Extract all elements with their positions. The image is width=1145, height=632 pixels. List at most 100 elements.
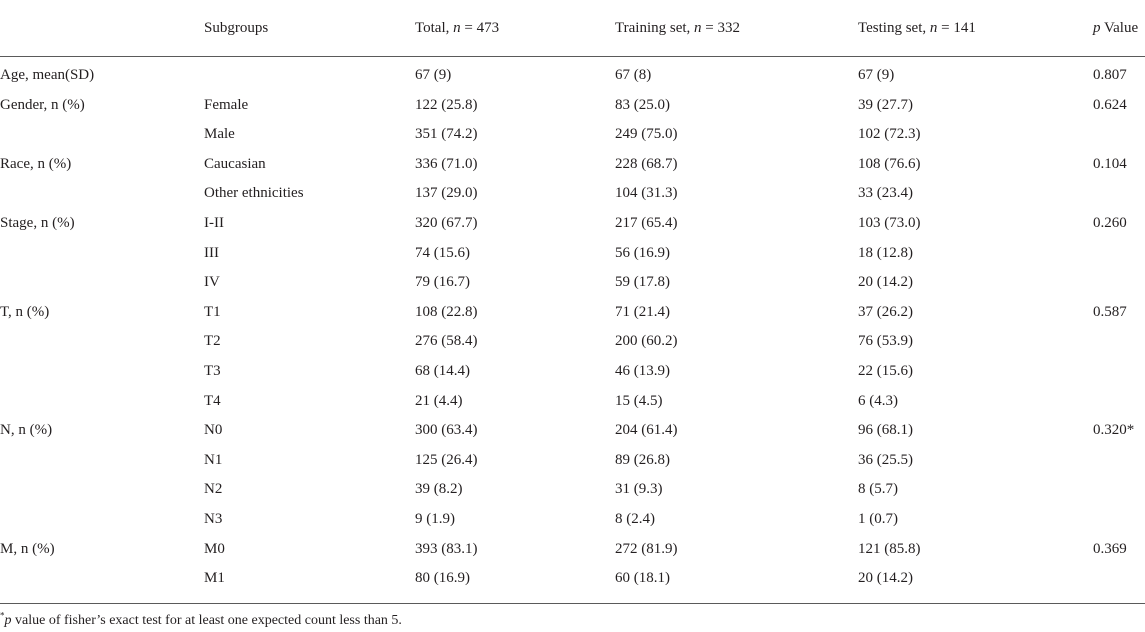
cell-total: 79 (16.7) — [415, 274, 470, 291]
cell-p-value: 0.369 — [1093, 540, 1127, 557]
cell-testing: 1 (0.7) — [858, 510, 898, 527]
cell-training: 56 (16.9) — [615, 244, 670, 261]
cell-subgroup: M1 — [204, 570, 225, 587]
cell-total: 276 (58.4) — [415, 333, 478, 350]
cell-testing: 37 (26.2) — [858, 303, 913, 320]
cell-total: 122 (25.8) — [415, 96, 478, 113]
cell-training: 60 (18.1) — [615, 570, 670, 587]
table-row: N1 125 (26.4) 89 (26.8) 36 (25.5) — [0, 446, 1145, 476]
cell-training: 272 (81.9) — [615, 540, 678, 557]
cell-testing: 6 (4.3) — [858, 392, 898, 409]
cell-total: 320 (67.7) — [415, 214, 478, 231]
table-row: T2 276 (58.4) 200 (60.2) 76 (53.9) — [0, 327, 1145, 357]
cell-subgroup: T3 — [204, 362, 221, 379]
cell-subgroup: M0 — [204, 540, 225, 557]
header-training-set: Training set, n = 332 — [615, 18, 740, 38]
header-total-suffix: = 473 — [460, 20, 500, 36]
cell-total: 39 (8.2) — [415, 481, 463, 498]
table-row: Gender, n (%) Female 122 (25.8) 83 (25.0) 39… — [0, 91, 1145, 121]
header-p-italic: p — [1093, 20, 1101, 36]
cell-variable: N, n (%) — [0, 422, 53, 439]
header-train-n: n — [694, 20, 702, 36]
header-p-suffix: Value — [1100, 20, 1139, 36]
cell-p-value: 0.320* — [1093, 422, 1135, 439]
cell-total: 351 (74.2) — [415, 126, 478, 143]
cell-subgroup: IV — [204, 274, 220, 291]
cell-testing: 22 (15.6) — [858, 362, 913, 379]
header-total: Total, n = 473 — [415, 18, 499, 38]
cell-testing: 20 (14.2) — [858, 274, 913, 291]
table-row: T, n (%) T1 108 (22.8) 71 (21.4) 37 (26.2) 0.… — [0, 298, 1145, 328]
header-test-suffix: = 141 — [937, 20, 976, 36]
cell-total: 336 (71.0) — [415, 155, 478, 172]
cell-testing: 20 (14.2) — [858, 570, 913, 587]
cell-training: 71 (21.4) — [615, 303, 670, 320]
header-train-suffix: = 332 — [701, 20, 741, 36]
cell-total: 68 (14.4) — [415, 362, 470, 379]
table-row: M1 80 (16.9) 60 (18.1) 20 (14.2) — [0, 564, 1145, 594]
cell-training: 104 (31.3) — [615, 185, 678, 202]
table-row: Other ethnicities 137 (29.0) 104 (31.3) 33 … — [0, 179, 1145, 209]
cell-training: 228 (68.7) — [615, 155, 678, 172]
cell-total: 74 (15.6) — [415, 244, 470, 261]
cell-variable: Age, mean(SD) — [0, 67, 95, 83]
cell-subgroup: N1 — [204, 451, 223, 468]
cell-training: 249 (75.0) — [615, 126, 678, 143]
header-total-prefix: Total, — [415, 20, 454, 36]
cell-variable: T, n (%) — [0, 303, 50, 320]
cell-training: 217 (65.4) — [615, 214, 678, 231]
cell-total: 67 (9) — [415, 67, 452, 83]
table-row: M, n (%) M0 393 (83.1) 272 (81.9) 121 (85.8)… — [0, 535, 1145, 565]
cell-training: 15 (4.5) — [615, 392, 663, 409]
header-subgroups: Subgroups — [204, 20, 269, 36]
header-train-prefix: Training set, — [615, 20, 695, 36]
table-row: Age, mean(SD) 67 (9) 67 (8) 67 (9) 0.807 — [0, 61, 1145, 91]
cell-total: 108 (22.8) — [415, 303, 478, 320]
footnote-p-italic: p — [4, 613, 12, 628]
table-body: Age, mean(SD) 67 (9) 67 (8) 67 (9) 0.807 Gend… — [0, 57, 1145, 604]
cell-total: 137 (29.0) — [415, 185, 478, 202]
cell-testing: 102 (72.3) — [858, 126, 921, 143]
cell-p-value: 0.104 — [1093, 155, 1127, 172]
cell-variable: Race, n (%) — [0, 155, 72, 172]
cell-training: 67 (8) — [615, 67, 652, 83]
cell-testing: 108 (76.6) — [858, 155, 921, 172]
table-row: IV 79 (16.7) 59 (17.8) 20 (14.2) — [0, 268, 1145, 298]
cell-training: 200 (60.2) — [615, 333, 678, 350]
table-row: III 74 (15.6) 56 (16.9) 18 (12.8) — [0, 239, 1145, 269]
cell-total: 9 (1.9) — [415, 510, 455, 527]
footnote-text: value of fisher’s exact test for at leas… — [11, 613, 402, 628]
header-test-prefix: Testing set, — [858, 20, 930, 36]
cell-testing: 8 (5.7) — [858, 481, 898, 498]
cell-variable: Gender, n (%) — [0, 96, 85, 113]
table-row: Stage, n (%) I-II 320 (67.7) 217 (65.4) 103 … — [0, 209, 1145, 239]
cell-subgroup: N0 — [204, 422, 223, 439]
cell-subgroup: Caucasian — [204, 155, 266, 172]
table-row: Male 351 (74.2) 249 (75.0) 102 (72.3) — [0, 120, 1145, 150]
table-row: Race, n (%) Caucasian 336 (71.0) 228 (68.7)… — [0, 150, 1145, 180]
header-total-n: n — [453, 20, 461, 36]
footnote-marker: * — [0, 610, 5, 621]
cell-testing: 121 (85.8) — [858, 540, 921, 557]
table-row: N3 9 (1.9) 8 (2.4) 1 (0.7) — [0, 505, 1145, 535]
cell-p-value: 0.807 — [1093, 67, 1127, 83]
cell-testing: 76 (53.9) — [858, 333, 913, 350]
cell-total: 80 (16.9) — [415, 570, 470, 587]
cell-testing: 18 (12.8) — [858, 244, 913, 261]
cell-training: 89 (26.8) — [615, 451, 670, 468]
cell-training: 8 (2.4) — [615, 510, 655, 527]
cell-total: 300 (63.4) — [415, 422, 478, 439]
table-header-row: Subgroups Total, n = 473 Training set, n… — [0, 0, 1145, 57]
cell-training: 204 (61.4) — [615, 422, 678, 439]
cell-subgroup: Other ethnicities — [204, 185, 304, 202]
cell-variable: Stage, n (%) — [0, 214, 75, 231]
cell-testing: 36 (25.5) — [858, 451, 913, 468]
cell-testing: 39 (27.7) — [858, 96, 913, 113]
table-footnote: *p value of fisher’s exact test for at l… — [0, 610, 402, 630]
cell-total: 393 (83.1) — [415, 540, 478, 557]
table-row: T4 21 (4.4) 15 (4.5) 6 (4.3) — [0, 387, 1145, 417]
header-p-value: p Value — [1093, 18, 1138, 38]
cell-subgroup: T2 — [204, 333, 221, 350]
cell-testing: 67 (9) — [858, 67, 895, 83]
table-row: N2 39 (8.2) 31 (9.3) 8 (5.7) — [0, 475, 1145, 505]
